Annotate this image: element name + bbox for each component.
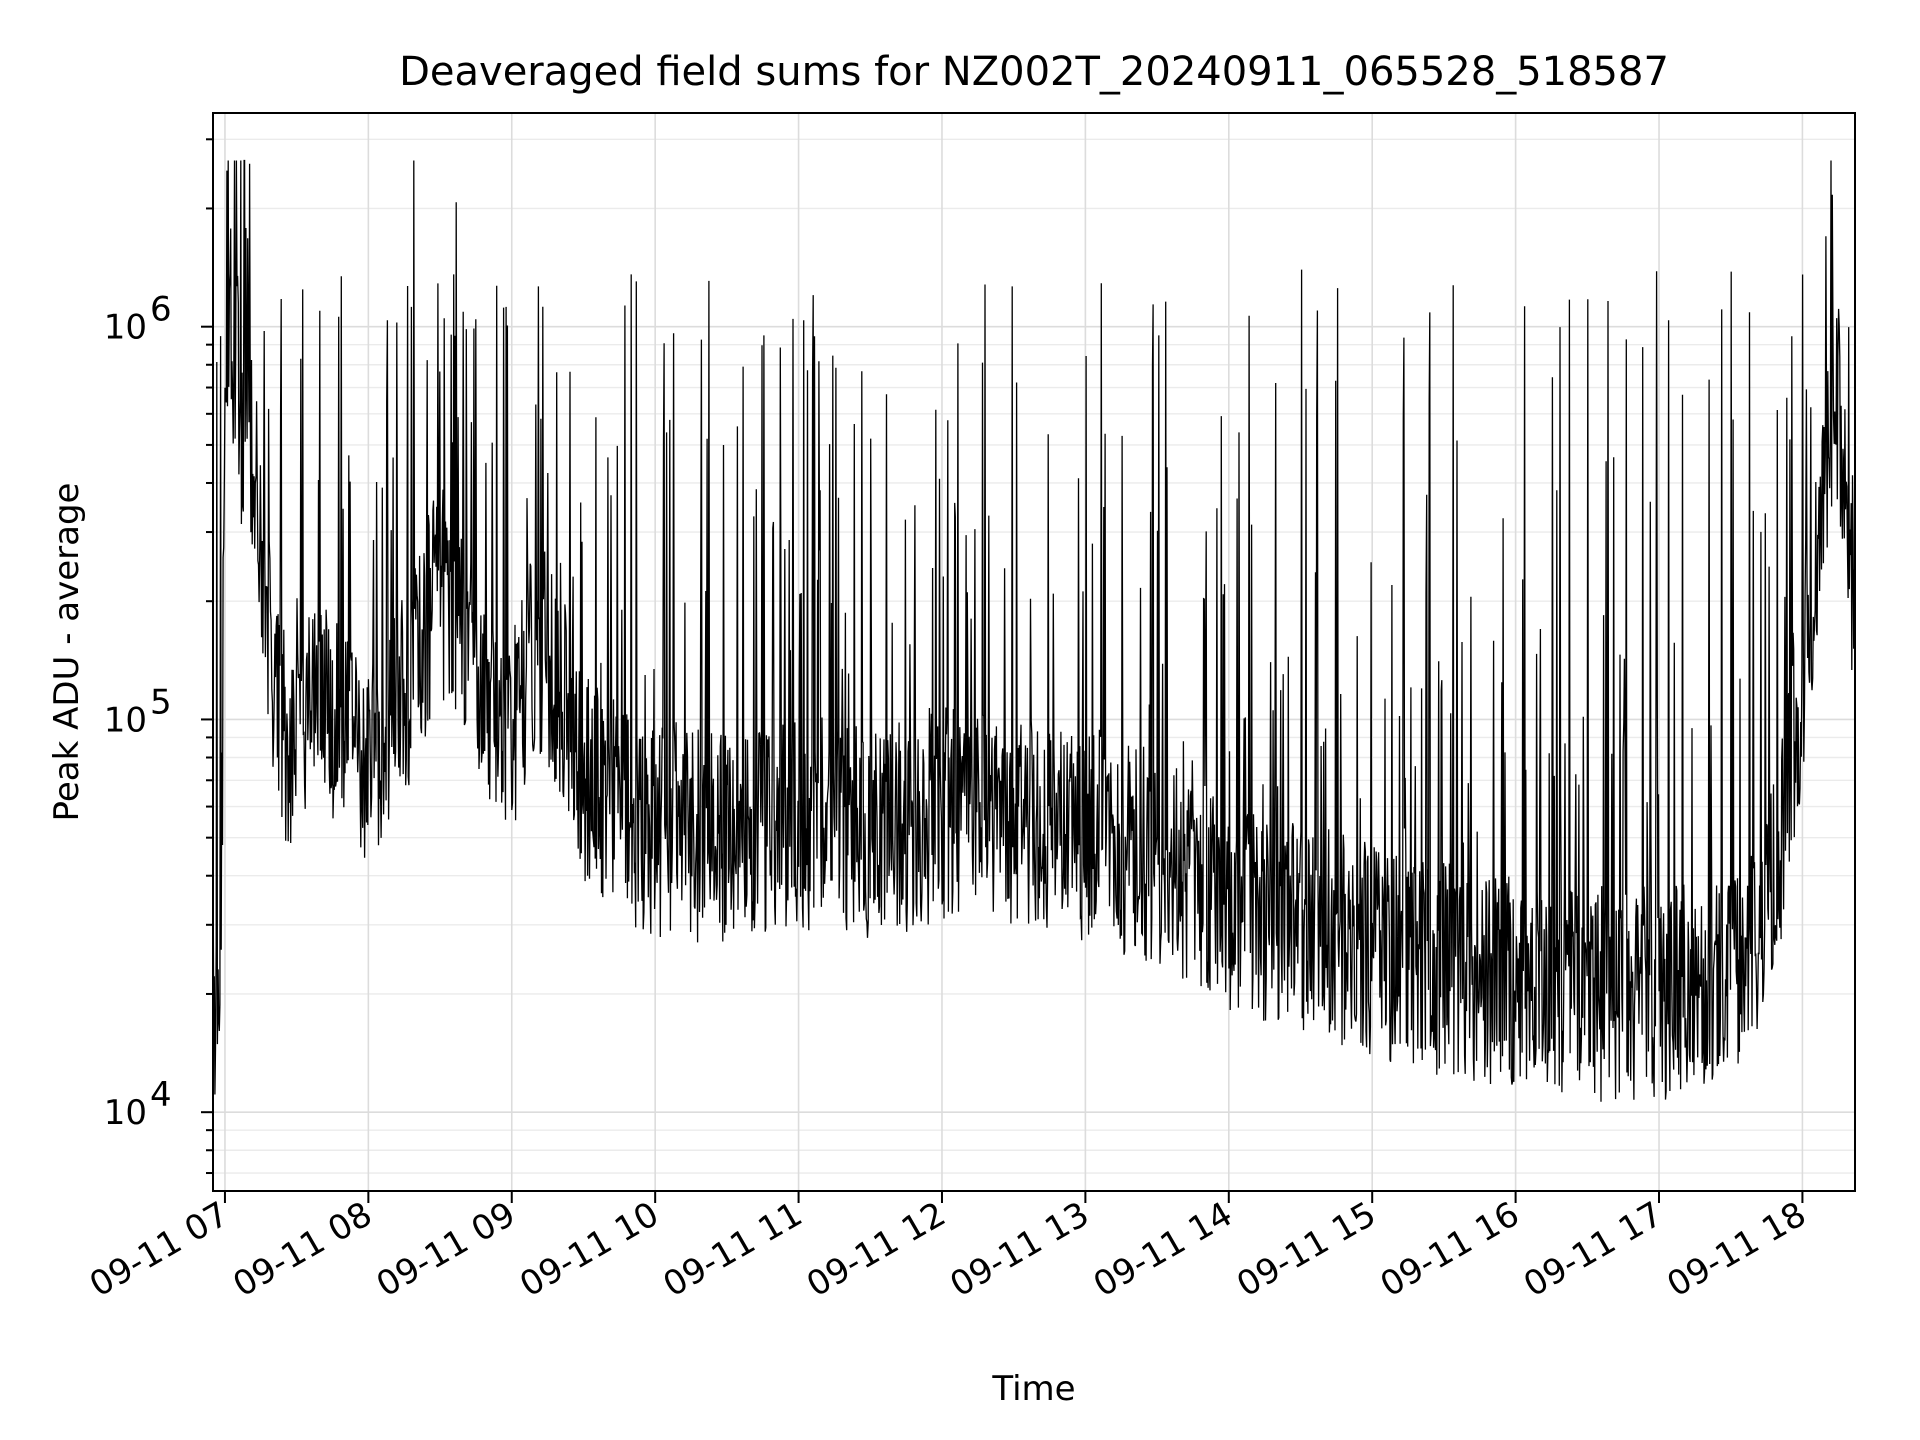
y-tick-label-exponent: 4: [150, 1075, 172, 1115]
series-group: [212, 159, 1856, 1102]
chart-title: Deaveraged field sums for NZ002T_2024091…: [399, 49, 1669, 95]
y-tick-label-exponent: 5: [150, 682, 172, 722]
x-axis-label: Time: [991, 1369, 1075, 1409]
y-tick-label: 10: [104, 700, 147, 740]
data-series-line: [212, 159, 1856, 1102]
y-axis-label: Peak ADU - average: [47, 483, 87, 822]
plot-frame: [212, 112, 1856, 1192]
y-tick-label: 10: [104, 1093, 147, 1133]
y-tick-label-exponent: 6: [150, 290, 172, 330]
y-tick-label: 10: [104, 308, 147, 348]
